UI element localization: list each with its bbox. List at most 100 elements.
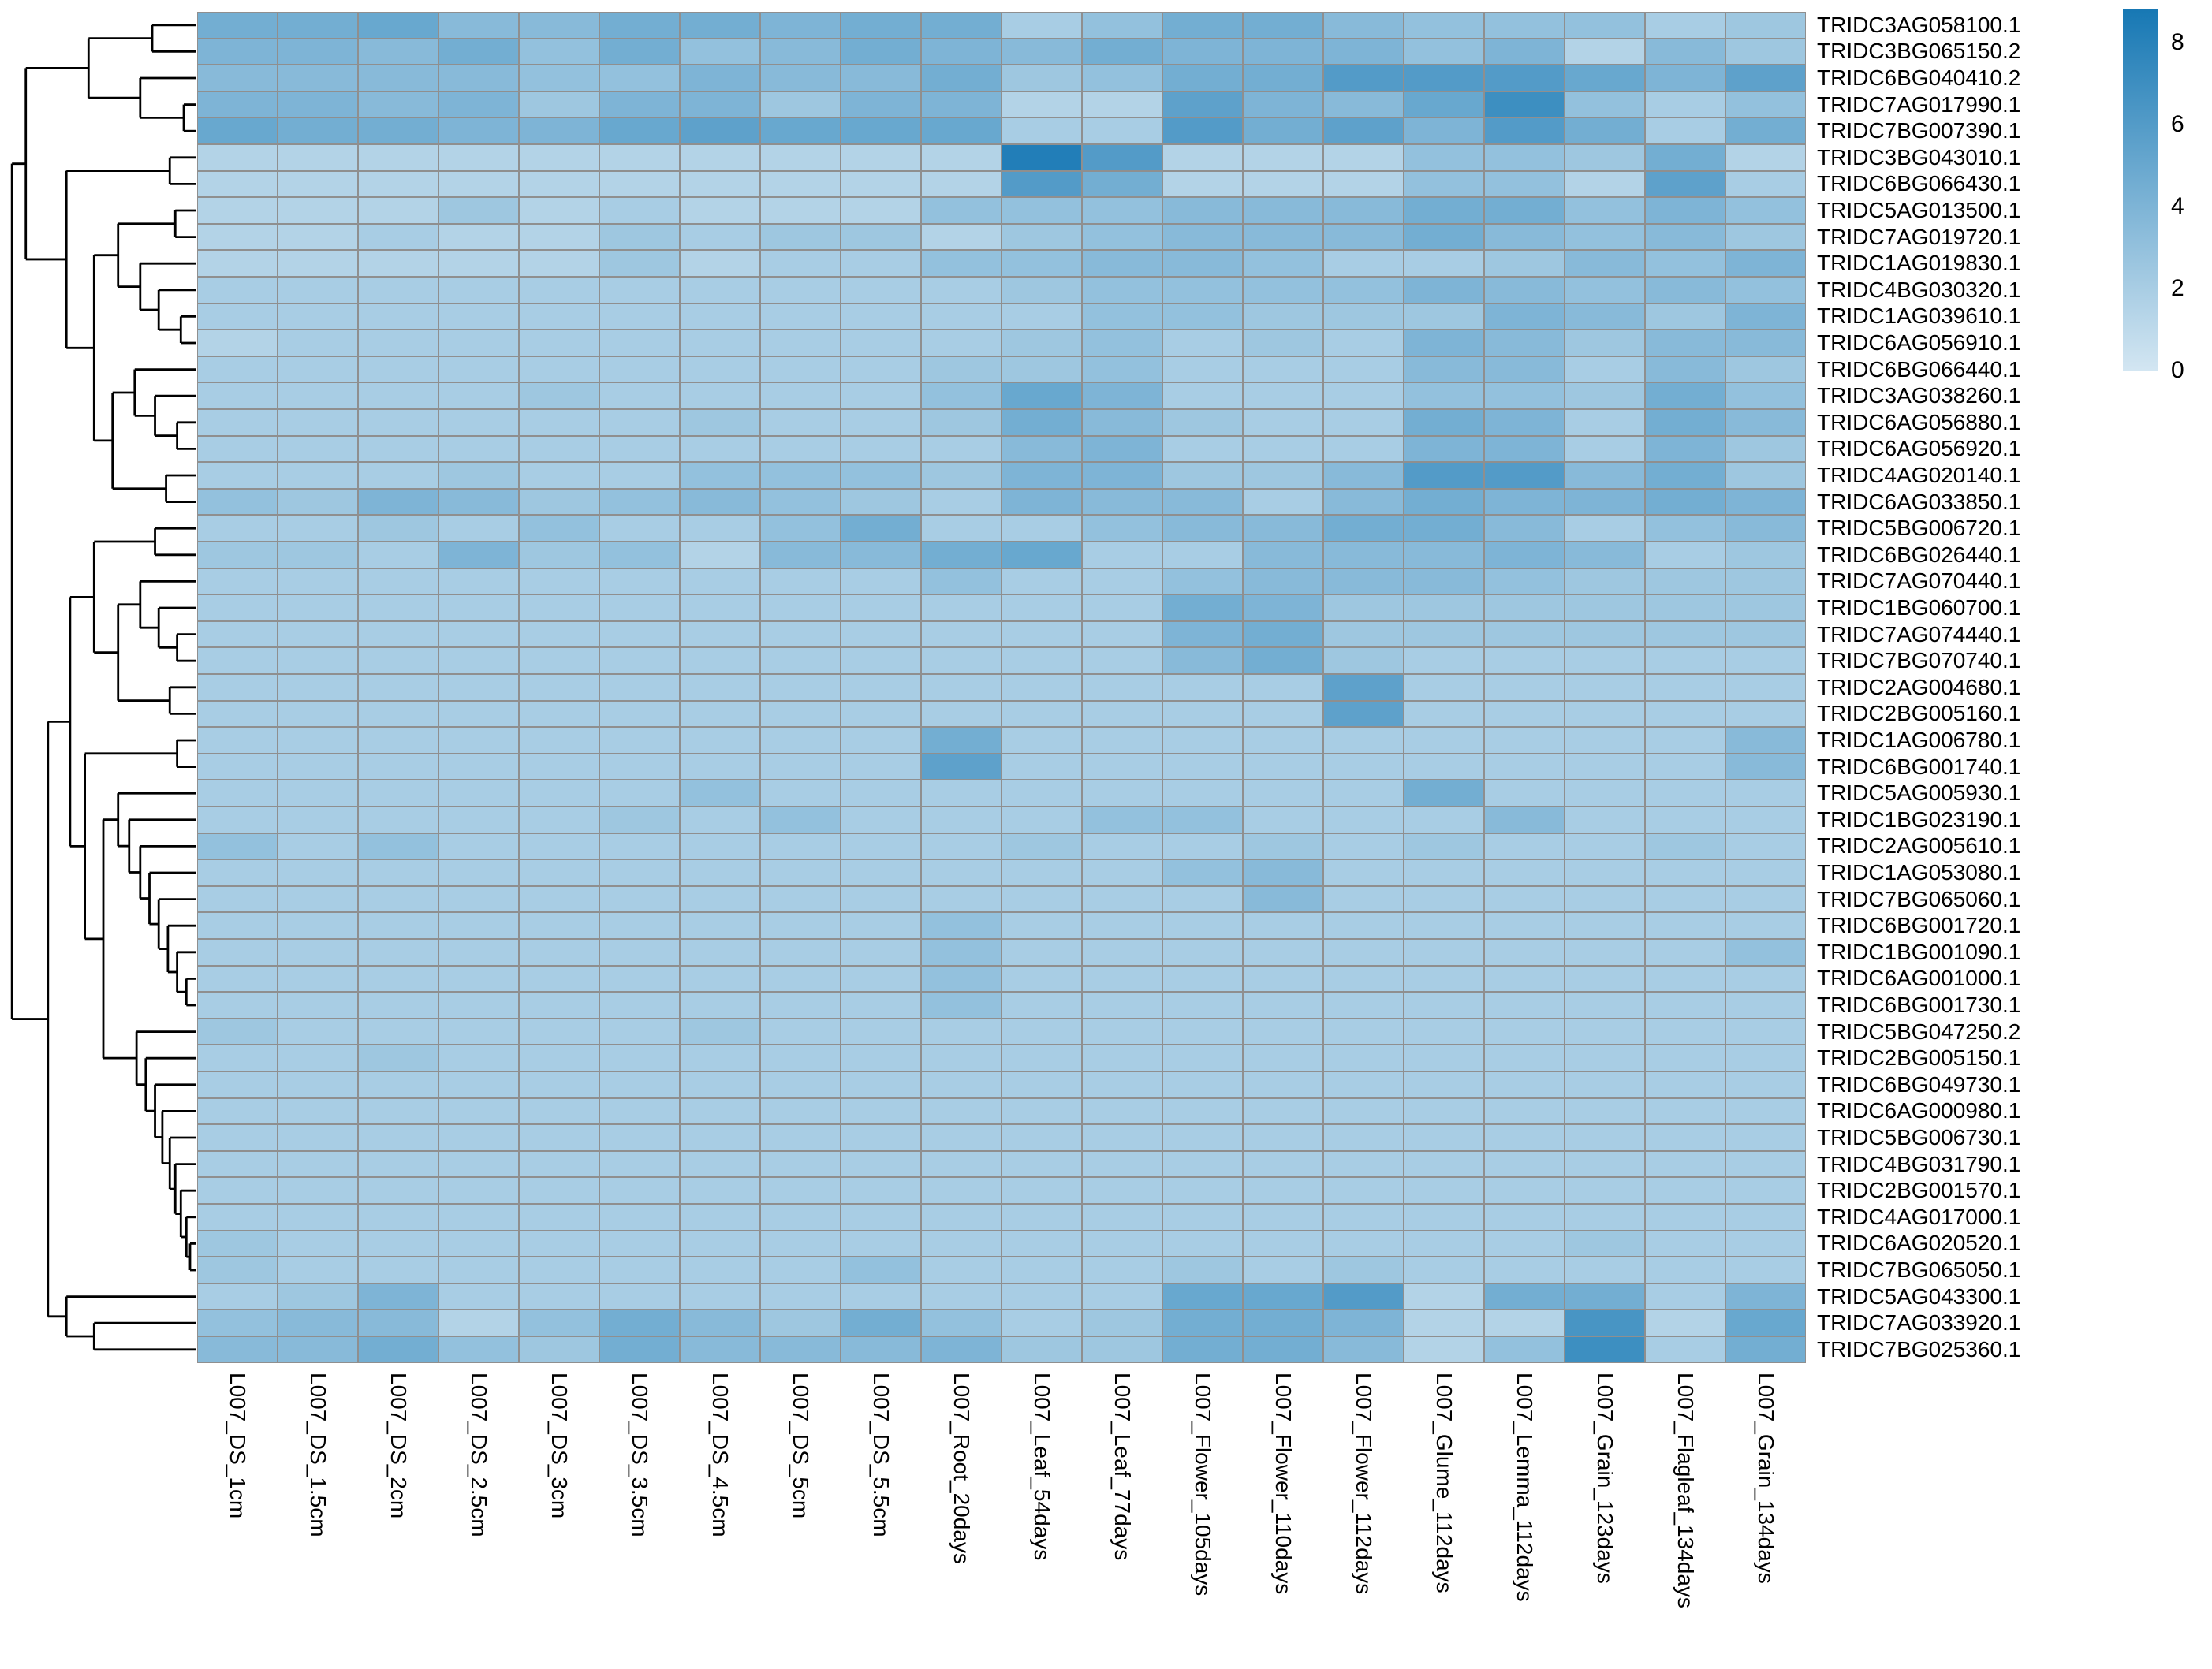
- heatmap-cell: [438, 1071, 519, 1098]
- heatmap-cell: [1404, 727, 1484, 754]
- heatmap-cell: [519, 1257, 599, 1283]
- heatmap-cell: [841, 1257, 921, 1283]
- heatmap-cell: [680, 515, 760, 542]
- heatmap-cell: [1404, 515, 1484, 542]
- heatmap-cell: [278, 1231, 358, 1257]
- heatmap-cell: [358, 568, 438, 594]
- heatmap-cell: [921, 833, 1002, 859]
- heatmap-cell: [1323, 224, 1404, 250]
- heatmap-cell: [921, 117, 1002, 144]
- heatmap-cell: [1323, 515, 1404, 542]
- heatmap-cell: [1082, 1019, 1162, 1045]
- heatmap-cell: [197, 117, 278, 144]
- column-label: L007_Lemma_112days: [1513, 1373, 1537, 1602]
- heatmap-cell: [1082, 727, 1162, 754]
- heatmap-cell: [1002, 171, 1082, 197]
- heatmap-cell: [1323, 1177, 1404, 1204]
- heatmap-cell: [438, 515, 519, 542]
- row-label: TRIDC5AG043300.1: [1817, 1284, 2021, 1309]
- column-label: L007_DS_2cm: [386, 1373, 411, 1519]
- heatmap-cell: [921, 224, 1002, 250]
- heatmap-cell: [438, 1045, 519, 1071]
- heatmap-cell: [599, 1045, 680, 1071]
- heatmap-cell: [278, 1071, 358, 1098]
- heatmap-cell: [519, 382, 599, 409]
- heatmap-cell: [1243, 1283, 1323, 1309]
- heatmap-cell: [438, 727, 519, 754]
- heatmap-cell: [1002, 436, 1082, 462]
- heatmap-cell: [1484, 754, 1565, 780]
- heatmap-cell: [760, 65, 841, 91]
- heatmap-cell: [1082, 1098, 1162, 1124]
- heatmap-cell: [1162, 833, 1243, 859]
- heatmap-cell: [599, 621, 680, 647]
- heatmap-cell: [197, 224, 278, 250]
- heatmap-cell: [1404, 1151, 1484, 1177]
- heatmap-cell: [1162, 382, 1243, 409]
- heatmap-cell: [1162, 65, 1243, 91]
- heatmap-cell: [1002, 91, 1082, 117]
- column-label: L007_DS_3.5cm: [628, 1373, 652, 1537]
- heatmap-cell: [197, 886, 278, 912]
- heatmap-cell: [1082, 939, 1162, 966]
- heatmap-cell: [1243, 224, 1323, 250]
- heatmap-cell: [1082, 594, 1162, 621]
- heatmap-cell: [760, 1257, 841, 1283]
- heatmap-cell: [1645, 39, 1725, 65]
- row-label: TRIDC7AG017990.1: [1817, 92, 2021, 117]
- heatmap-cell: [438, 833, 519, 859]
- heatmap-cell: [1565, 1283, 1645, 1309]
- heatmap-cell: [197, 489, 278, 515]
- heatmap-cell: [358, 489, 438, 515]
- heatmap-cell: [278, 647, 358, 674]
- heatmap-cell: [760, 1071, 841, 1098]
- heatmap-cell: [760, 621, 841, 647]
- heatmap-cell: [278, 754, 358, 780]
- heatmap-cell: [519, 39, 599, 65]
- heatmap-cell: [438, 594, 519, 621]
- heatmap-cell: [841, 1045, 921, 1071]
- heatmap-cell: [519, 250, 599, 277]
- heatmap-cell: [1002, 117, 1082, 144]
- heatmap-cell: [599, 1336, 680, 1363]
- heatmap-cell: [1404, 224, 1484, 250]
- row-label: TRIDC6AG001000.1: [1817, 966, 2021, 990]
- heatmap-cell: [438, 1283, 519, 1309]
- heatmap-cell: [1565, 674, 1645, 701]
- heatmap-cell: [760, 1231, 841, 1257]
- heatmap-cell: [358, 1071, 438, 1098]
- heatmap-cell: [841, 939, 921, 966]
- heatmap-cell: [358, 330, 438, 356]
- heatmap-cell: [599, 489, 680, 515]
- heatmap-cell: [438, 277, 519, 304]
- heatmap-cell: [599, 1019, 680, 1045]
- row-label: TRIDC7AG033920.1: [1817, 1310, 2021, 1335]
- heatmap-cell: [278, 250, 358, 277]
- heatmap-cell: [1002, 197, 1082, 224]
- heatmap-cell: [197, 144, 278, 171]
- heatmap-cell: [841, 807, 921, 833]
- heatmap-cell: [921, 1124, 1002, 1151]
- heatmap-cell: [1725, 515, 1806, 542]
- heatmap-cell: [1162, 966, 1243, 992]
- heatmap-cell: [1162, 1257, 1243, 1283]
- heatmap-cell: [278, 91, 358, 117]
- heatmap-cell: [197, 966, 278, 992]
- heatmap-cell: [1565, 1151, 1645, 1177]
- heatmap-cell: [1243, 409, 1323, 436]
- heatmap-cell: [1404, 807, 1484, 833]
- heatmap-cell: [278, 833, 358, 859]
- heatmap-cell: [519, 1177, 599, 1204]
- heatmap-cell: [519, 727, 599, 754]
- heatmap-cell: [1082, 886, 1162, 912]
- heatmap-cell: [197, 594, 278, 621]
- heatmap-cell: [921, 409, 1002, 436]
- heatmap-cell: [680, 621, 760, 647]
- heatmap-cell: [1565, 117, 1645, 144]
- heatmap-cell: [197, 1071, 278, 1098]
- heatmap-cell: [1082, 224, 1162, 250]
- heatmap-cell: [1404, 966, 1484, 992]
- heatmap-cell: [278, 886, 358, 912]
- heatmap-cell: [278, 701, 358, 727]
